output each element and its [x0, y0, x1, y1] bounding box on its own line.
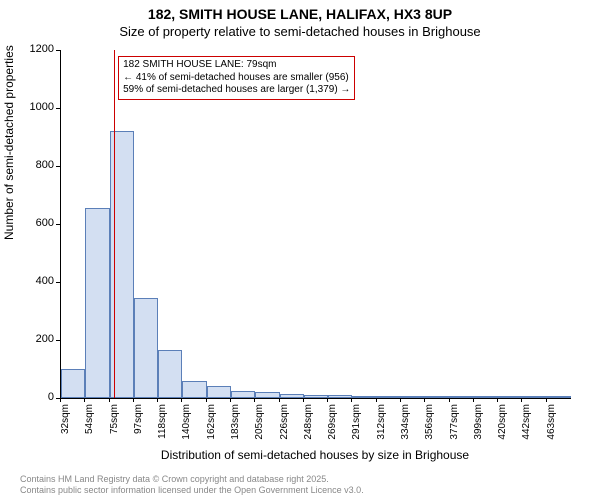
y-tick-mark	[56, 282, 60, 283]
histogram-bar	[255, 392, 279, 398]
y-tick-label: 0	[14, 391, 54, 403]
histogram-bar	[85, 208, 109, 398]
footer-line-2: Contains public sector information licen…	[20, 485, 364, 496]
y-tick-mark	[56, 224, 60, 225]
footer-line-1: Contains HM Land Registry data © Crown c…	[20, 474, 364, 485]
x-tick-label: 399sqm	[473, 404, 484, 444]
x-tick-label: 183sqm	[230, 404, 241, 444]
y-tick-mark	[56, 108, 60, 109]
x-axis-label: Distribution of semi-detached houses by …	[60, 448, 570, 462]
x-tick-mark	[400, 398, 401, 402]
x-tick-label: 269sqm	[327, 404, 338, 444]
x-tick-label: 75sqm	[109, 404, 120, 444]
x-tick-label: 377sqm	[449, 404, 460, 444]
histogram-bar	[304, 395, 328, 398]
x-tick-mark	[424, 398, 425, 402]
x-tick-label: 463sqm	[546, 404, 557, 444]
x-tick-label: 420sqm	[497, 404, 508, 444]
x-tick-label: 97sqm	[133, 404, 144, 444]
histogram-bar	[352, 396, 376, 398]
histogram-bar	[182, 381, 206, 398]
x-tick-mark	[133, 398, 134, 402]
x-tick-mark	[230, 398, 231, 402]
x-tick-mark	[60, 398, 61, 402]
y-tick-label: 600	[14, 217, 54, 229]
x-tick-mark	[546, 398, 547, 402]
histogram-bar	[498, 396, 522, 398]
x-tick-mark	[473, 398, 474, 402]
histogram-bar	[450, 396, 474, 398]
y-tick-mark	[56, 50, 60, 51]
x-tick-label: 291sqm	[351, 404, 362, 444]
histogram-bar	[231, 391, 255, 398]
histogram-bar	[547, 396, 571, 398]
y-tick-mark	[56, 166, 60, 167]
histogram-bar	[280, 394, 304, 398]
x-tick-mark	[497, 398, 498, 402]
histogram-bar	[377, 396, 401, 398]
chart-title-sub: Size of property relative to semi-detach…	[0, 24, 600, 39]
x-tick-label: 248sqm	[303, 404, 314, 444]
histogram-bar	[474, 396, 498, 398]
histogram-bar	[328, 395, 352, 398]
histogram-bar	[158, 350, 182, 398]
x-tick-mark	[157, 398, 158, 402]
x-tick-mark	[206, 398, 207, 402]
subject-property-annotation: 182 SMITH HOUSE LANE: 79sqm← 41% of semi…	[118, 56, 355, 100]
histogram-bar	[425, 396, 449, 398]
y-tick-label: 1000	[14, 101, 54, 113]
x-tick-label: 334sqm	[400, 404, 411, 444]
chart-attribution: Contains HM Land Registry data © Crown c…	[20, 474, 364, 497]
x-tick-mark	[327, 398, 328, 402]
x-tick-label: 356sqm	[424, 404, 435, 444]
y-tick-label: 1200	[14, 43, 54, 55]
x-tick-label: 226sqm	[279, 404, 290, 444]
histogram-bar	[207, 386, 231, 398]
x-tick-label: 205sqm	[254, 404, 265, 444]
x-tick-label: 54sqm	[84, 404, 95, 444]
x-tick-mark	[449, 398, 450, 402]
x-tick-label: 312sqm	[376, 404, 387, 444]
x-tick-mark	[279, 398, 280, 402]
subject-property-marker	[114, 50, 115, 398]
annotation-line: 59% of semi-detached houses are larger (…	[123, 84, 350, 97]
x-tick-mark	[351, 398, 352, 402]
x-tick-label: 442sqm	[521, 404, 532, 444]
x-tick-mark	[521, 398, 522, 402]
y-tick-label: 200	[14, 333, 54, 345]
histogram-bar	[61, 369, 85, 398]
plot-area: 182 SMITH HOUSE LANE: 79sqm← 41% of semi…	[60, 50, 571, 399]
y-axis-label: Number of semi-detached properties	[2, 45, 16, 240]
y-tick-label: 800	[14, 159, 54, 171]
x-tick-mark	[303, 398, 304, 402]
x-tick-label: 162sqm	[206, 404, 217, 444]
chart-title-main: 182, SMITH HOUSE LANE, HALIFAX, HX3 8UP	[0, 6, 600, 22]
x-tick-mark	[376, 398, 377, 402]
y-tick-mark	[56, 340, 60, 341]
x-tick-mark	[109, 398, 110, 402]
property-size-histogram: 182, SMITH HOUSE LANE, HALIFAX, HX3 8UP …	[0, 0, 600, 500]
x-tick-label: 32sqm	[60, 404, 71, 444]
annotation-line: 182 SMITH HOUSE LANE: 79sqm	[123, 59, 350, 72]
y-tick-label: 400	[14, 275, 54, 287]
x-tick-mark	[84, 398, 85, 402]
histogram-bar	[134, 298, 158, 398]
histogram-bar	[522, 396, 546, 398]
annotation-line: ← 41% of semi-detached houses are smalle…	[123, 72, 350, 85]
x-tick-label: 140sqm	[181, 404, 192, 444]
x-tick-mark	[254, 398, 255, 402]
x-tick-mark	[181, 398, 182, 402]
histogram-bar	[401, 396, 425, 398]
x-tick-label: 118sqm	[157, 404, 168, 444]
